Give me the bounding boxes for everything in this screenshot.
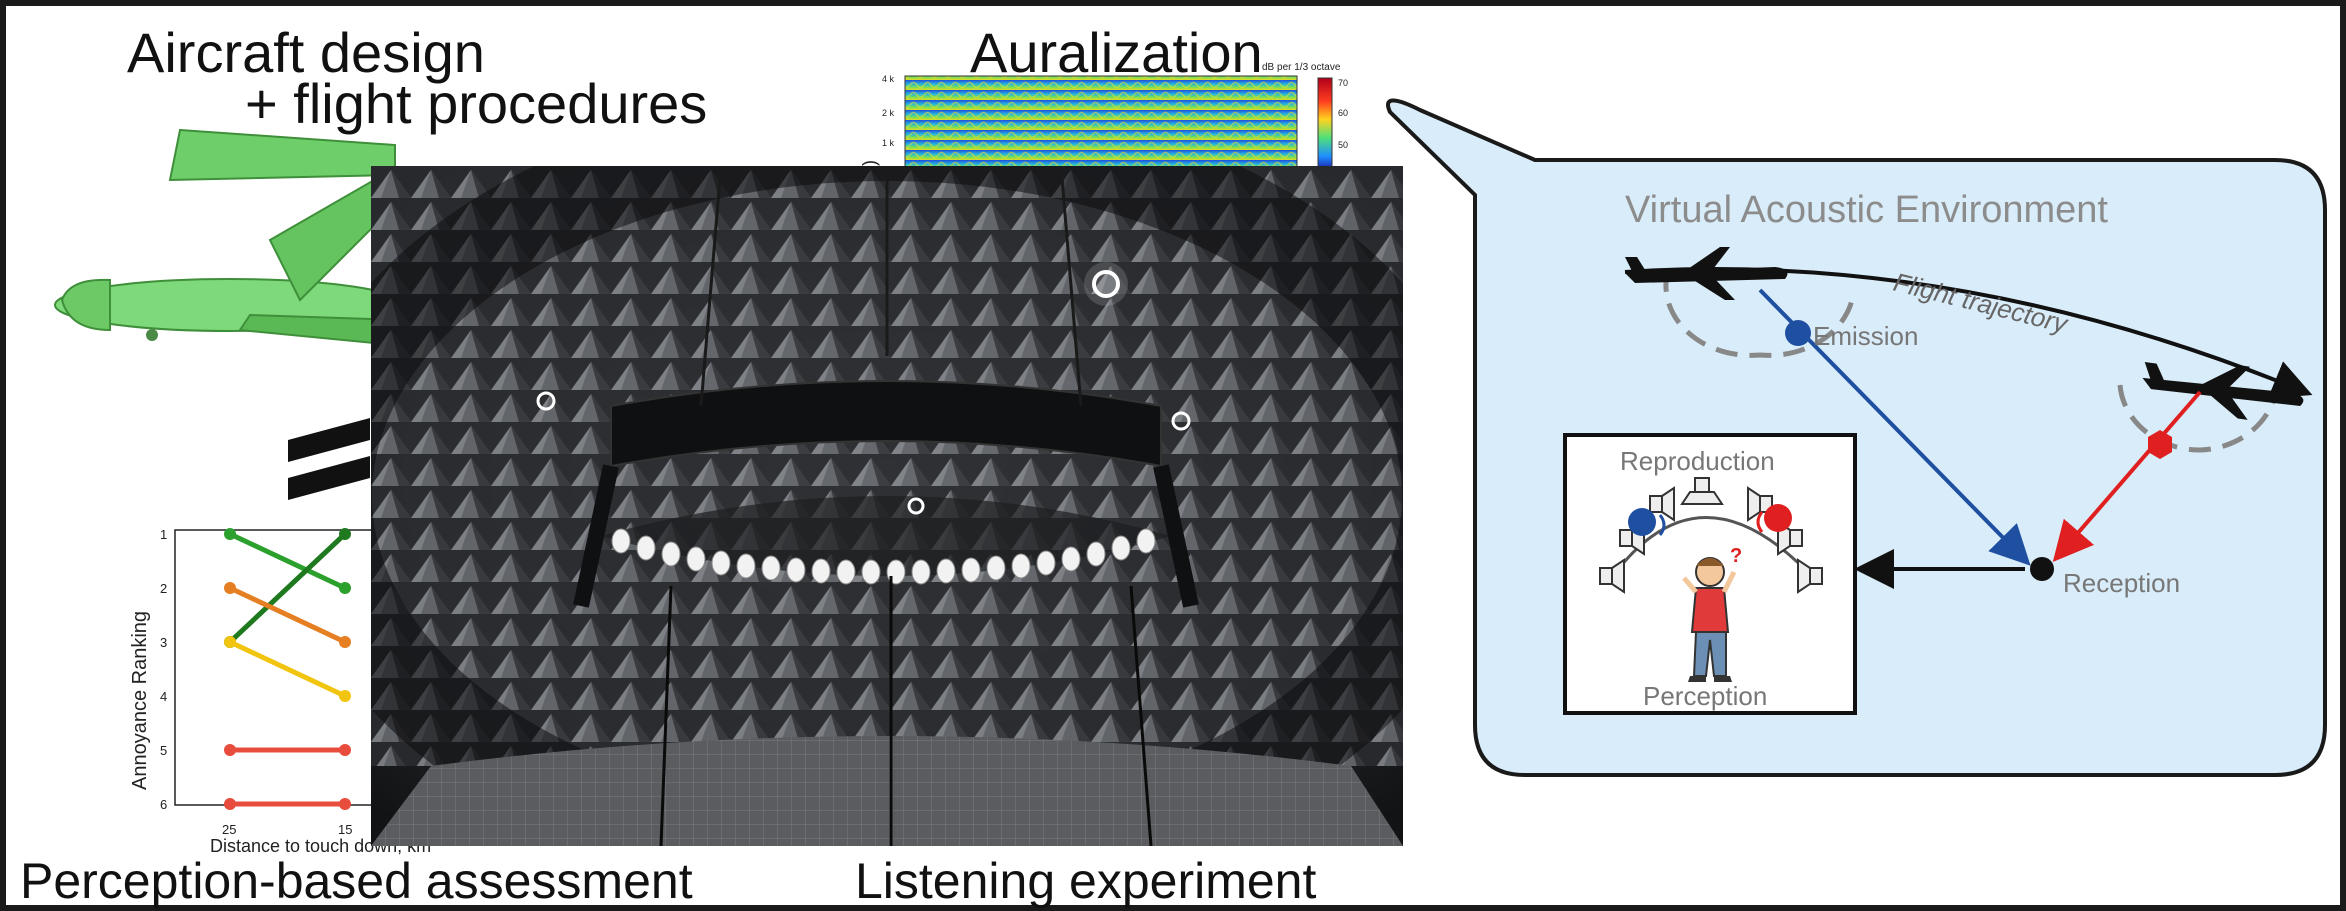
- perception-label: Perception: [1643, 681, 1767, 711]
- reception-directivity-circle: [2117, 384, 2278, 453]
- listener-figure-icon: [1682, 557, 1737, 682]
- spectrogram-y-tick: 4 k: [882, 74, 895, 84]
- ranking-y-tick: 2: [160, 581, 167, 596]
- spectrogram-y-tick: 1 k: [882, 138, 895, 148]
- flow-chevrons-icon: [288, 418, 370, 500]
- ranking-y-tick: 5: [160, 743, 167, 758]
- ranking-data-point: [339, 636, 351, 648]
- ranking-data-point: [339, 744, 351, 756]
- reception-source-point: [2148, 430, 2172, 459]
- colorbar-tick: 50: [1338, 140, 1348, 150]
- colorbar-tick: 60: [1338, 108, 1348, 118]
- emission-label: Emission: [1813, 321, 1918, 351]
- spectrogram-plot: [904, 75, 1298, 172]
- ranking-y-tick: 3: [160, 635, 167, 650]
- emission-directivity-circle: [1663, 269, 1855, 358]
- ranking-data-point: [339, 690, 351, 702]
- spectrogram-y-tick: 2 k: [882, 108, 895, 118]
- ranking-y-tick: 4: [160, 689, 167, 704]
- sound-wave-blue-icon: [1658, 514, 1666, 536]
- aircraft-design-title-line1: Aircraft design: [127, 21, 485, 84]
- sound-wave-red-icon: [1756, 511, 1764, 533]
- listening-experiment-title: Listening experiment: [855, 853, 1316, 909]
- reception-label: Reception: [2063, 568, 2180, 598]
- ranking-series-line: [228, 585, 347, 645]
- ranking-data-point: [339, 582, 351, 594]
- colorbar-label: dB per 1/3 octave: [1262, 62, 1341, 73]
- airplane-icon: [2142, 361, 2304, 420]
- ranking-x-tick: 25: [222, 822, 236, 837]
- ranking-series-line: [228, 531, 347, 591]
- ranking-ylabel: Annoyance Ranking: [129, 611, 151, 790]
- spectrogram-colorbar: [1317, 77, 1333, 171]
- reception-point: [2030, 557, 2054, 581]
- ranking-series-line: [228, 639, 347, 699]
- question-mark-label: ?: [1730, 545, 1742, 567]
- ranking-data-point: [224, 582, 236, 594]
- flight-trajectory-line: [1624, 267, 2313, 399]
- colorbar-tick: 70: [1338, 78, 1348, 88]
- ranking-y-tick: 6: [160, 797, 167, 812]
- ranking-data-point: [339, 798, 351, 810]
- auralization-title: Auralization: [970, 21, 1263, 84]
- ranking-series-line: [228, 532, 347, 644]
- airplane-icon: [1625, 247, 1788, 300]
- ranking-y-tick: 1: [160, 527, 167, 542]
- virtual-source-blue: [1628, 508, 1656, 536]
- ranking-data-point: [224, 798, 236, 810]
- reception-path-arrow: [2052, 390, 2202, 563]
- aircraft-design-title-line2: + flight procedures: [245, 72, 707, 135]
- ranking-x-tick: 15: [338, 822, 352, 837]
- speaker-arc: [1608, 516, 1817, 582]
- anechoic-chamber-photo: [371, 166, 1403, 846]
- ranking-data-point: [339, 528, 351, 540]
- emission-point: [1785, 320, 1811, 346]
- ranking-data-point: [224, 528, 236, 540]
- reproduction-label: Reproduction: [1620, 446, 1775, 476]
- ranking-data-point: [224, 744, 236, 756]
- vae-title: Virtual Acoustic Environment: [1625, 189, 2108, 231]
- aircraft-illustration: [54, 128, 406, 347]
- ranking-data-point: [224, 636, 236, 648]
- virtual-source-red: [1764, 504, 1792, 532]
- spectrogram: dB per 1/3 octave 70 60 50 4 k 2 k 1 k (…: [862, 62, 1348, 176]
- perception-assessment-title: Perception-based assessment: [20, 853, 693, 909]
